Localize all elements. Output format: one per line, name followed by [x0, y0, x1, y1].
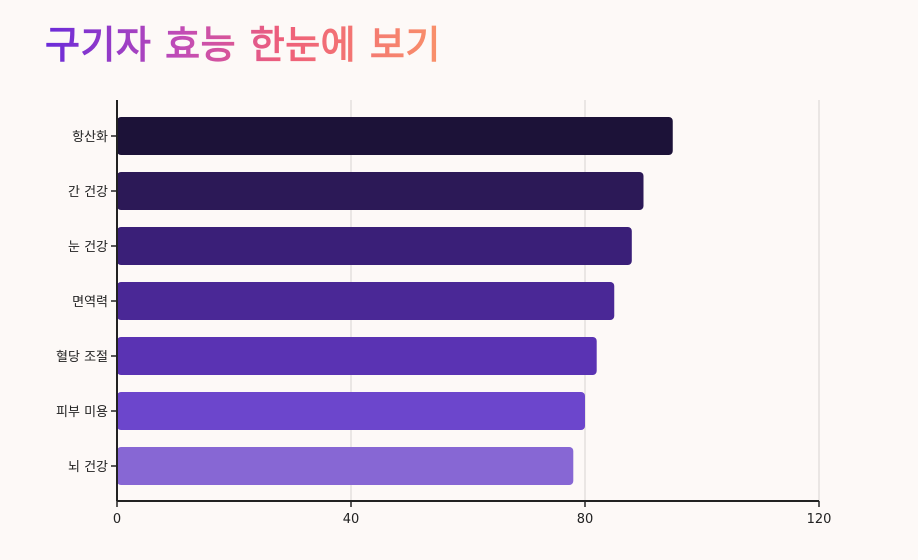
axes — [111, 100, 820, 507]
category-label: 혈당 조절 — [56, 350, 108, 365]
category-label: 면역력 — [72, 295, 108, 310]
x-tick-label: 0 — [113, 512, 121, 527]
category-label: 뇌 건강 — [68, 460, 108, 475]
bars — [117, 117, 673, 485]
bar — [117, 172, 644, 210]
category-label: 간 건강 — [68, 185, 108, 200]
bar — [117, 117, 673, 155]
bar — [117, 392, 585, 430]
x-tick-label: 120 — [807, 512, 832, 527]
bar — [117, 227, 632, 265]
bar — [117, 337, 597, 375]
bar — [117, 282, 615, 320]
bar — [117, 447, 574, 485]
category-label: 피부 미용 — [56, 405, 108, 420]
x-tick-label: 80 — [577, 512, 594, 527]
category-label: 항산화 — [72, 130, 108, 145]
category-label: 눈 건강 — [68, 240, 108, 255]
x-tick-label: 40 — [343, 512, 360, 527]
chart-title: 구기자 효능 한눈에 보기 — [45, 14, 441, 69]
